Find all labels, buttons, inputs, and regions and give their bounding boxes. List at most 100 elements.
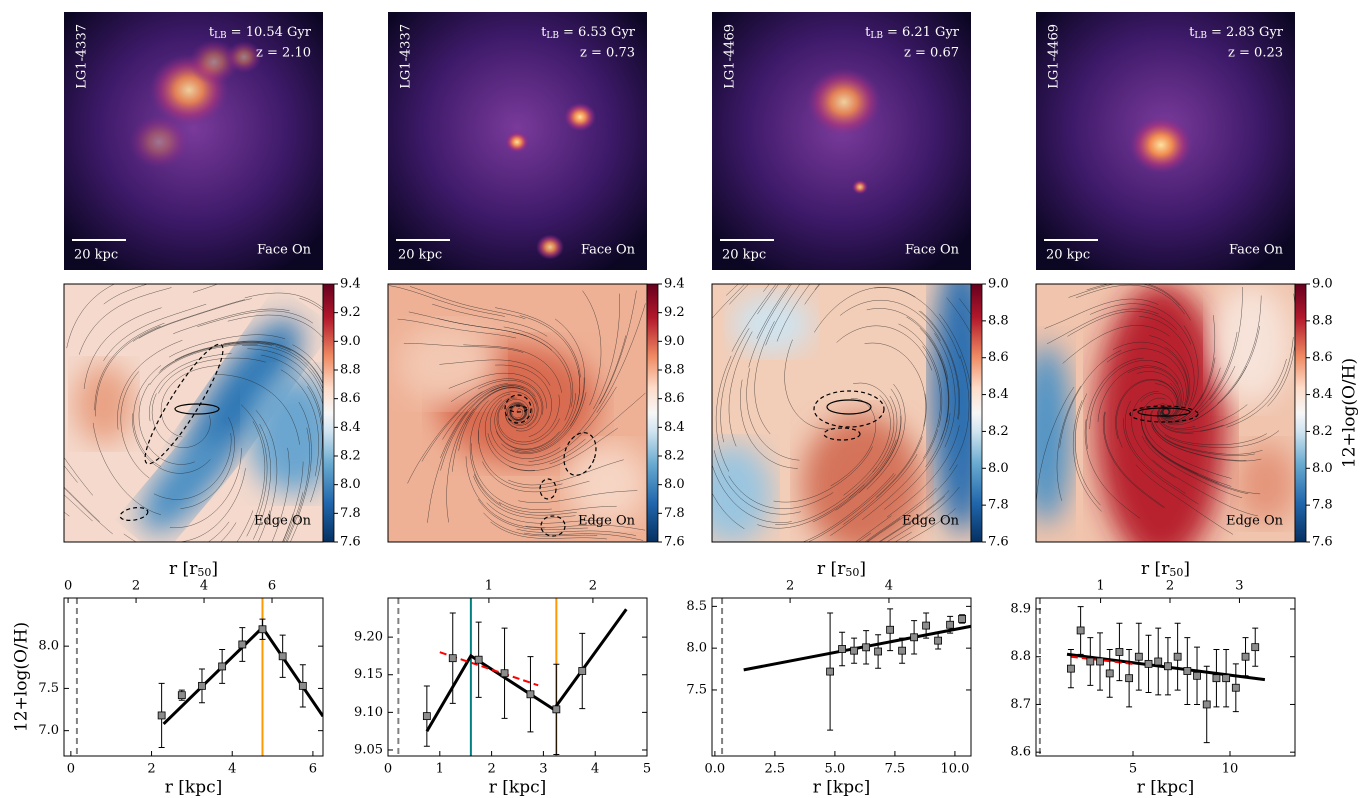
data-point: [1212, 674, 1221, 683]
streamline: [776, 284, 811, 342]
streamline: [830, 454, 918, 536]
colorbar-tick-label: 8.2: [988, 424, 1009, 439]
streamline: [1068, 284, 1180, 306]
streamline: [1059, 350, 1122, 448]
streamline: [64, 465, 78, 483]
streamline: [64, 494, 93, 522]
streamline: [487, 433, 586, 466]
data-point: [1086, 657, 1095, 666]
data-point: [1193, 671, 1201, 680]
view-label: Edge On: [1226, 514, 1284, 529]
streamline: [592, 293, 620, 410]
streamline: [1036, 386, 1075, 500]
streamline: [244, 292, 323, 309]
streamline: [282, 461, 304, 542]
streamline: [740, 379, 798, 469]
streamline: [508, 459, 624, 486]
streamline: [158, 357, 266, 394]
streamline: [283, 518, 294, 542]
plot-area: [1038, 598, 1266, 756]
streamline: [473, 473, 577, 516]
contour: [174, 403, 220, 415]
streamline: [471, 443, 552, 510]
streamline: [131, 413, 211, 474]
streamline: [1115, 379, 1179, 439]
streamline: [478, 391, 535, 445]
streamline: [746, 368, 800, 461]
colorbar-tick-label: 8.6: [340, 391, 361, 406]
image-glow: [536, 234, 564, 260]
streamline: [1157, 406, 1224, 433]
streamline: [862, 429, 939, 520]
x-tick-label: 2.5: [765, 762, 786, 777]
streamline: [867, 464, 958, 542]
streamline: [1144, 437, 1249, 495]
streamline: [94, 322, 165, 411]
streamline: [132, 299, 245, 342]
streamline: [1067, 311, 1178, 337]
streamline: [64, 487, 113, 535]
streamline: [421, 383, 508, 462]
streamline: [599, 290, 637, 405]
streamline: [1074, 393, 1101, 506]
data-point: [448, 654, 457, 663]
streamline: [775, 467, 877, 525]
streamline: [92, 422, 161, 515]
data-point: [298, 681, 307, 690]
streamline: [495, 393, 577, 451]
x2-tick-label: 4: [200, 579, 208, 594]
streamline: [1084, 419, 1141, 519]
streamline: [1141, 435, 1243, 499]
fit-line: [743, 624, 971, 672]
streamline: [257, 510, 271, 542]
x2-label-text: r [r: [817, 559, 846, 579]
map-region: [140, 435, 228, 533]
streamline: [439, 359, 551, 386]
colorbar-tick-label: 8.0: [988, 461, 1009, 476]
lookback-value: = 10.54 Gyr: [231, 25, 312, 40]
x2-tick-label: 2: [786, 579, 794, 594]
streamline: [518, 490, 638, 503]
streamline: [886, 425, 960, 518]
streamline: [403, 343, 524, 353]
x-tick-label: 3: [539, 762, 547, 777]
lookback-time: tLB = 6.21 Gyr: [865, 25, 960, 41]
streamline: [450, 378, 544, 415]
streamline: [715, 355, 732, 472]
colorbar-tick-label: 8.4: [340, 420, 361, 435]
streamline: [1193, 325, 1261, 421]
streamline: [1149, 335, 1191, 420]
streamline: [160, 342, 275, 371]
y-tick-label: 8.7: [1010, 697, 1031, 712]
x-tick-label: 5: [1129, 762, 1137, 777]
x2-tick-label: 6: [268, 579, 276, 594]
streamline: [939, 313, 971, 427]
image-background: [712, 12, 971, 270]
streamline: [501, 392, 587, 454]
view-label: Face On: [257, 243, 312, 258]
streamline: [446, 408, 475, 523]
streamline: [814, 287, 916, 333]
redshift: z = 0.23: [1228, 46, 1283, 61]
streamline: [1124, 400, 1186, 494]
x-axis-label: r [kpc]: [813, 778, 871, 798]
image-glow: [189, 39, 239, 85]
streamline: [866, 383, 906, 490]
streamline: [879, 495, 945, 542]
colorbar-tick-label: 7.6: [340, 535, 361, 550]
lookback-symbol: t: [541, 25, 547, 40]
fit-line: [425, 608, 628, 732]
streamline: [906, 316, 950, 423]
streamline: [919, 328, 949, 440]
x2-tick-label: 2: [132, 579, 140, 594]
data-point: [1202, 700, 1211, 709]
data-point: [862, 643, 871, 652]
lookback-symbol: t: [1189, 25, 1195, 40]
data-point: [886, 625, 895, 634]
data-point: [1231, 683, 1240, 692]
streamline: [286, 427, 310, 542]
streamline: [1106, 348, 1187, 405]
contour: [508, 405, 528, 413]
contour: [1129, 405, 1199, 423]
streamline: [489, 399, 561, 459]
